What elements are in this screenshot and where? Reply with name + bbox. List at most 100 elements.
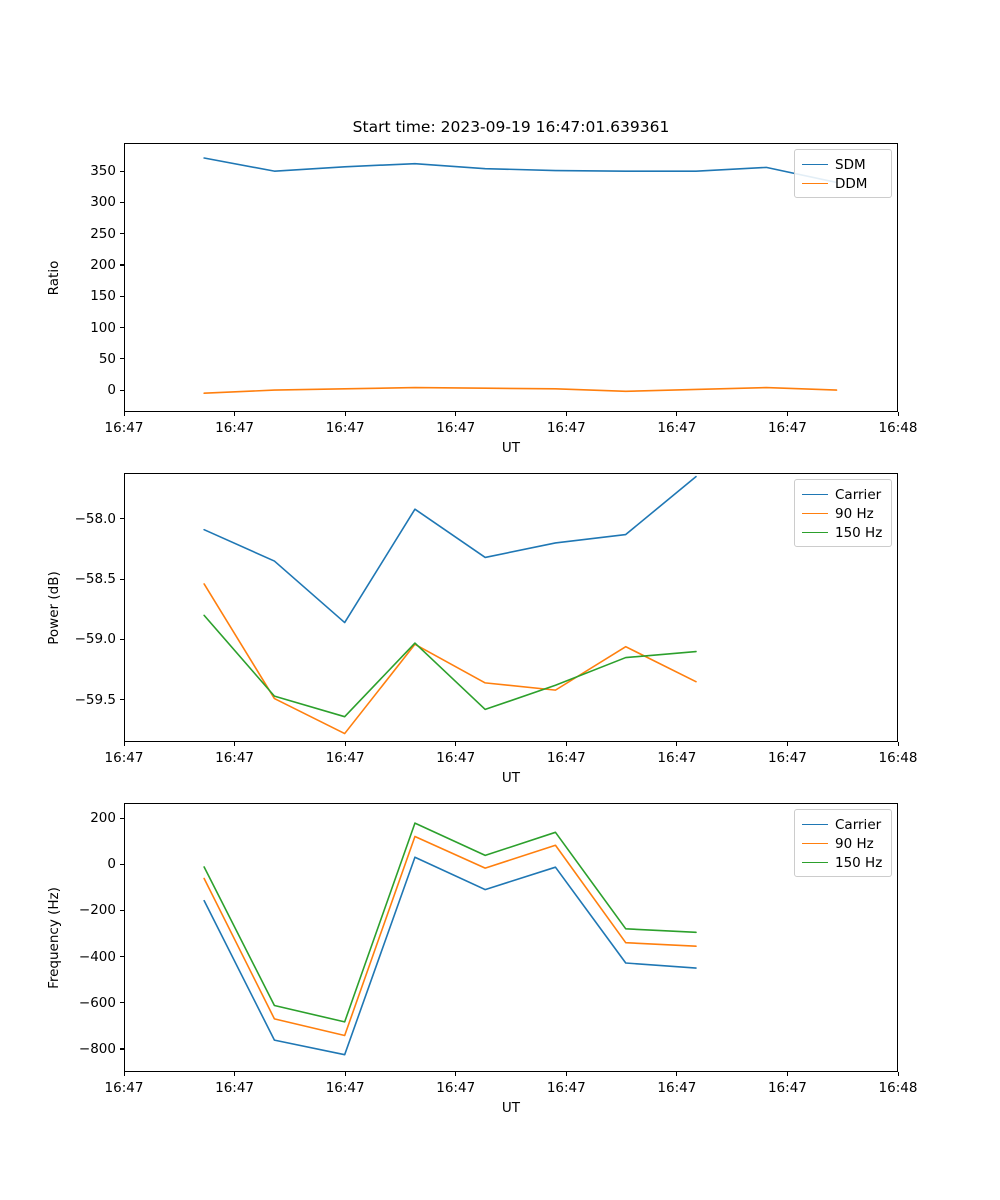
ytick-mark [119, 1002, 124, 1004]
xtick-label: 16:47 [104, 750, 144, 766]
xtick-label: 16:47 [546, 750, 586, 766]
ytick-label: −59.5 [74, 691, 116, 708]
ytick-mark [119, 327, 124, 329]
xtick-mark [786, 1072, 789, 1077]
legend-entry-label: 150 Hz [835, 854, 883, 871]
xaxis-label-ratio: UT [501, 440, 521, 456]
xtick-mark [786, 412, 789, 417]
ytick-mark [119, 233, 124, 235]
xtick-label: 16:47 [546, 1080, 586, 1096]
legend-entry-carrier[interactable]: Carrier [802, 485, 884, 504]
xtick-label: 16:48 [878, 1080, 918, 1096]
legend-entry-sdm[interactable]: SDM [802, 155, 884, 174]
xtick-mark [455, 742, 457, 747]
xtick-label: 16:48 [878, 750, 918, 766]
ytick-label: 250 [90, 225, 116, 242]
xtick-mark [897, 742, 899, 747]
xtick-mark [234, 1072, 236, 1077]
ytick-label: −600 [78, 994, 116, 1011]
ytick-mark [119, 863, 124, 865]
figure-title: Start time: 2023-09-19 16:47:01.639361 [352, 118, 670, 136]
ytick-label: 100 [90, 319, 116, 336]
ytick-label: 350 [90, 163, 116, 180]
xtick-label: 16:47 [767, 420, 807, 436]
legend-entry-150-hz[interactable]: 150 Hz [802, 523, 884, 542]
ytick-mark [119, 358, 124, 360]
ytick-label: −58.5 [74, 571, 116, 588]
series-line-carrier [203, 475, 697, 624]
ytick-label: 300 [90, 194, 116, 211]
xtick-mark [455, 1072, 457, 1077]
legend-power[interactable]: Carrier 90 Hz 150 Hz [794, 479, 892, 547]
xtick-mark [786, 742, 789, 747]
xtick-mark [565, 742, 567, 747]
legend-color-swatch [802, 843, 828, 844]
ytick-mark [119, 389, 124, 391]
xtick-label: 16:47 [546, 420, 586, 436]
ytick-mark [119, 201, 124, 204]
xtick-label: 16:47 [657, 750, 697, 766]
legend-entry-90-hz[interactable]: 90 Hz [802, 504, 884, 523]
legend-ratio[interactable]: SDM DDM [794, 149, 892, 198]
ytick-label: 0 [107, 856, 116, 873]
xtick-label: 16:47 [767, 750, 807, 766]
ytick-mark [119, 699, 124, 701]
legend-color-swatch [802, 824, 828, 825]
xtick-label: 16:47 [215, 420, 255, 436]
legend-entry-90-hz[interactable]: 90 Hz [802, 834, 884, 853]
legend-color-swatch [802, 183, 828, 184]
legend-entry-label: DDM [835, 175, 868, 192]
ytick-label: −58.0 [74, 510, 116, 527]
series-line-90-hz [203, 583, 697, 735]
legend-color-swatch [802, 862, 828, 863]
xtick-mark [344, 412, 346, 417]
xtick-mark [123, 1072, 125, 1077]
series-line-carrier [203, 856, 697, 1056]
xtick-label: 16:47 [657, 1080, 697, 1096]
legend-frequency[interactable]: Carrier 90 Hz 150 Hz [794, 809, 892, 877]
legend-entry-label: Carrier [835, 816, 882, 833]
ytick-label: 200 [90, 810, 116, 826]
legend-entry-carrier[interactable]: Carrier [802, 815, 884, 834]
xtick-mark [897, 1072, 899, 1077]
ytick-mark [119, 638, 124, 641]
xtick-label: 16:47 [436, 750, 476, 766]
xtick-mark [234, 742, 236, 747]
xtick-label: 16:47 [325, 420, 365, 436]
legend-entry-label: SDM [835, 156, 866, 173]
ytick-mark [119, 578, 124, 580]
ytick-mark [119, 817, 124, 819]
legend-color-swatch [802, 513, 828, 514]
ytick-label: 200 [90, 256, 116, 273]
legend-color-swatch [802, 164, 828, 165]
series-line-sdm [203, 157, 838, 184]
legend-entry-150-hz[interactable]: 150 Hz [802, 853, 884, 872]
ytick-label: 150 [90, 288, 116, 305]
xtick-mark [676, 412, 678, 417]
ytick-mark [119, 909, 124, 911]
ytick-mark [119, 1048, 124, 1050]
legend-entry-ddm[interactable]: DDM [802, 174, 884, 193]
yaxis-label-frequency: Frequency (Hz) [46, 886, 62, 989]
xtick-mark [123, 742, 125, 747]
ytick-label: −200 [78, 902, 116, 919]
xtick-label: 16:47 [325, 1080, 365, 1096]
xtick-mark [344, 742, 346, 747]
legend-color-swatch [802, 532, 828, 533]
xtick-mark [234, 412, 236, 417]
xtick-label: 16:47 [325, 750, 365, 766]
axes-frame-power [124, 473, 898, 742]
xtick-label: 16:47 [215, 1080, 255, 1096]
xtick-mark [565, 1072, 567, 1077]
xtick-mark [455, 412, 457, 417]
xtick-mark [676, 1072, 678, 1077]
ytick-label: −800 [78, 1040, 116, 1057]
ytick-label: −400 [78, 948, 116, 965]
xtick-mark [344, 1072, 346, 1077]
ytick-mark [119, 295, 124, 297]
ytick-mark [119, 518, 124, 520]
